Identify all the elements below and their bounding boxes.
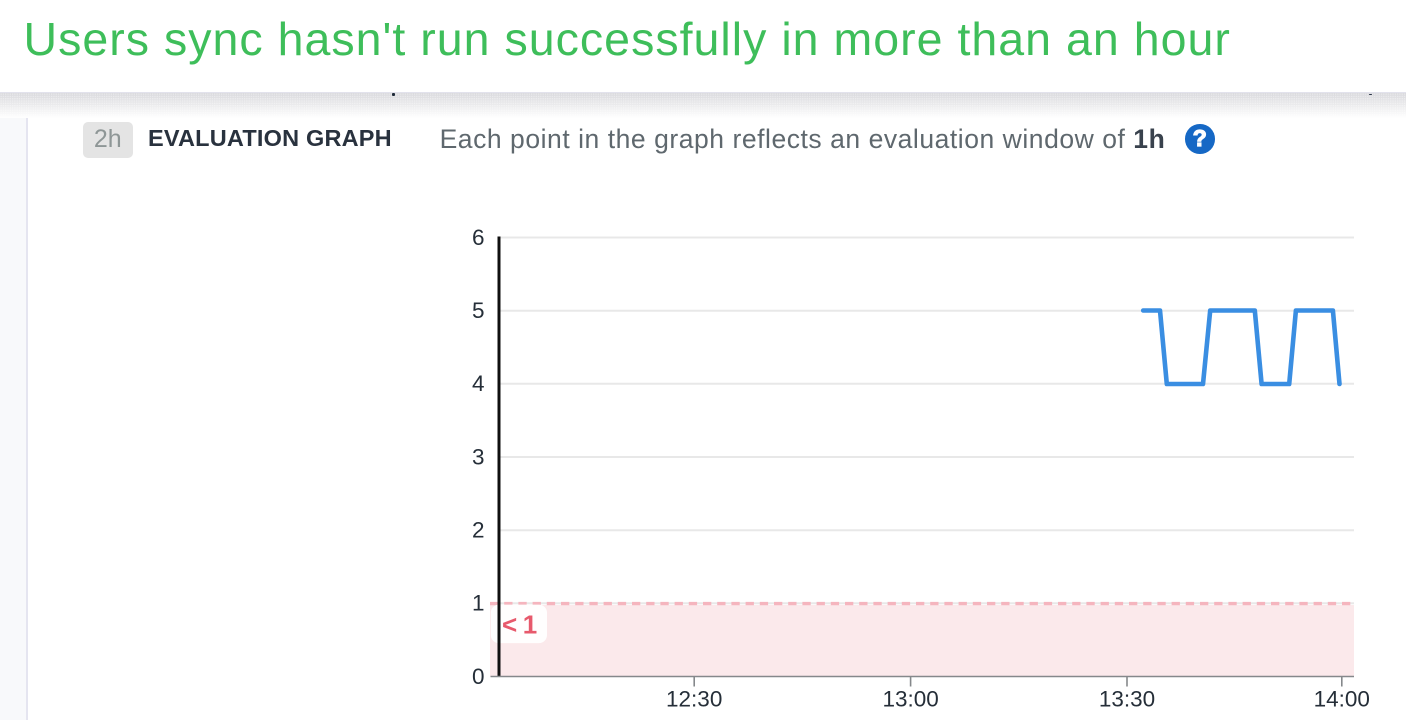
svg-text:14:00: 14:00 (1314, 687, 1370, 712)
svg-text:4: 4 (472, 371, 485, 396)
svg-text:12:30: 12:30 (666, 687, 722, 712)
svg-text:2: 2 (472, 518, 485, 543)
svg-text:< 1: < 1 (502, 610, 537, 640)
svg-text:3: 3 (472, 444, 485, 469)
svg-text:0: 0 (472, 664, 485, 689)
svg-text:1: 1 (472, 591, 485, 616)
svg-text:13:00: 13:00 (882, 687, 938, 712)
svg-text:6: 6 (472, 225, 485, 250)
svg-text:5: 5 (472, 298, 485, 323)
svg-text:13:30: 13:30 (1099, 687, 1155, 712)
